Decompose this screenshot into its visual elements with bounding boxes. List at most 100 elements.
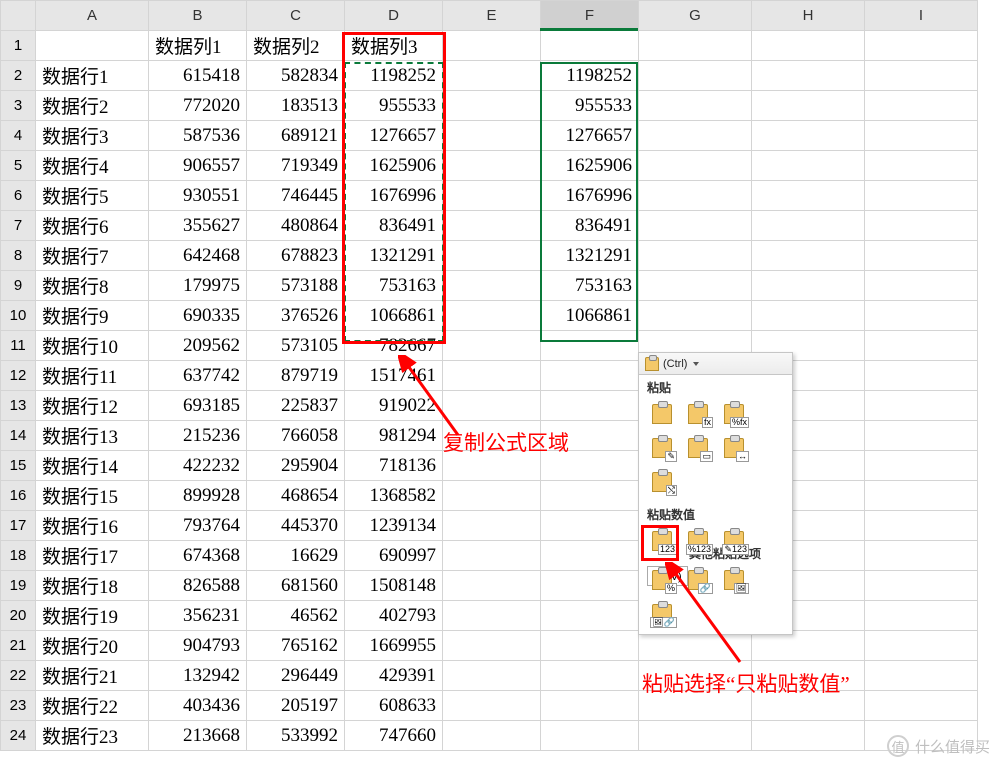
cell[interactable]: 215236: [149, 421, 246, 450]
cell[interactable]: 数据行16: [36, 511, 148, 540]
row-hdr[interactable]: 4: [1, 121, 36, 151]
cell[interactable]: 数据行12: [36, 391, 148, 420]
paste-values-icon[interactable]: 123: [647, 527, 677, 555]
cell[interactable]: [541, 601, 638, 630]
cell[interactable]: 836491: [345, 211, 442, 240]
cell[interactable]: 数据行10: [36, 331, 148, 360]
cell[interactable]: 587536: [149, 121, 246, 150]
cell[interactable]: 数据行15: [36, 481, 148, 510]
cell[interactable]: 693185: [149, 391, 246, 420]
cell[interactable]: 数据行5: [36, 181, 148, 210]
col-hdr-D[interactable]: D: [345, 1, 443, 31]
cell[interactable]: 772020: [149, 91, 246, 120]
paste-linked-picture-icon[interactable]: 🖼🔗: [647, 600, 677, 628]
cell[interactable]: [541, 691, 638, 720]
row-hdr[interactable]: 22: [1, 661, 36, 691]
cell[interactable]: 765162: [247, 631, 344, 660]
cell[interactable]: 826588: [149, 571, 246, 600]
cell[interactable]: 899928: [149, 481, 246, 510]
cell[interactable]: 296449: [247, 661, 344, 690]
cell[interactable]: 数据列1: [149, 31, 246, 60]
paste-values-fmt-icon[interactable]: ✎123: [719, 527, 749, 555]
row-hdr[interactable]: 12: [1, 361, 36, 391]
cell[interactable]: 753163: [541, 271, 638, 300]
cell[interactable]: 数据行6: [36, 211, 148, 240]
cell[interactable]: 数据行3: [36, 121, 148, 150]
col-hdr-E[interactable]: E: [443, 1, 541, 31]
col-hdr-F[interactable]: F: [541, 1, 639, 31]
row-hdr[interactable]: 10: [1, 301, 36, 331]
cell[interactable]: 1625906: [345, 151, 442, 180]
cell[interactable]: 879719: [247, 361, 344, 390]
cell[interactable]: 1625906: [541, 151, 638, 180]
cell[interactable]: 225837: [247, 391, 344, 420]
cell[interactable]: 445370: [247, 511, 344, 540]
row-hdr[interactable]: 18: [1, 541, 36, 571]
cell[interactable]: 930551: [149, 181, 246, 210]
cell[interactable]: 582834: [247, 61, 344, 90]
cell[interactable]: 1517461: [345, 361, 442, 390]
paste-keepsrc-icon[interactable]: ✎: [647, 434, 677, 462]
cell[interactable]: 179975: [149, 271, 246, 300]
cell[interactable]: 1669955: [345, 631, 442, 660]
cell[interactable]: 753163: [345, 271, 442, 300]
cell[interactable]: 数据行2: [36, 91, 148, 120]
cell[interactable]: 782667: [345, 331, 442, 360]
cell[interactable]: 16629: [247, 541, 344, 570]
cell[interactable]: 403436: [149, 691, 246, 720]
cell[interactable]: 1276657: [541, 121, 638, 150]
row-hdr[interactable]: 8: [1, 241, 36, 271]
cell[interactable]: 295904: [247, 451, 344, 480]
row-hdr[interactable]: 13: [1, 391, 36, 421]
cell[interactable]: 637742: [149, 361, 246, 390]
row-hdr[interactable]: 5: [1, 151, 36, 181]
cell[interactable]: 1508148: [345, 571, 442, 600]
cell[interactable]: 数据行22: [36, 691, 148, 720]
cell[interactable]: 132942: [149, 661, 246, 690]
cell[interactable]: 数据行18: [36, 571, 148, 600]
cell[interactable]: [541, 631, 638, 660]
cell[interactable]: 919022: [345, 391, 442, 420]
cell[interactable]: 1368582: [345, 481, 442, 510]
corner-cell[interactable]: [1, 1, 36, 31]
cell[interactable]: 数据行17: [36, 541, 148, 570]
row-hdr[interactable]: 20: [1, 601, 36, 631]
cell[interactable]: 355627: [149, 211, 246, 240]
spreadsheet-grid[interactable]: A B C D E F G H I 1数据列1数据列2数据列32数据行16154…: [0, 0, 978, 751]
cell[interactable]: 1321291: [541, 241, 638, 270]
paste-colwidth-icon[interactable]: ↔: [719, 434, 749, 462]
cell[interactable]: 981294: [345, 421, 442, 450]
row-hdr[interactable]: 19: [1, 571, 36, 601]
cell[interactable]: 1066861: [541, 301, 638, 330]
cell[interactable]: [541, 391, 638, 420]
row-hdr[interactable]: 3: [1, 91, 36, 121]
cell[interactable]: 数据行4: [36, 151, 148, 180]
cell[interactable]: 955533: [345, 91, 442, 120]
cell[interactable]: 205197: [247, 691, 344, 720]
paste-fx-icon[interactable]: fx: [683, 400, 713, 428]
cell[interactable]: [541, 481, 638, 510]
cell[interactable]: 数据行23: [36, 721, 148, 750]
cell[interactable]: 1198252: [345, 61, 442, 90]
row-hdr[interactable]: 1: [1, 31, 36, 61]
row-hdr[interactable]: 7: [1, 211, 36, 241]
cell[interactable]: 数据行19: [36, 601, 148, 630]
cell[interactable]: 480864: [247, 211, 344, 240]
paste-options-menu[interactable]: (Ctrl) 粘贴 fx %fx ✎ ▭ ↔ ⤭ 粘贴数值 123 %123 ✎…: [638, 352, 793, 635]
col-hdr-G[interactable]: G: [639, 1, 752, 31]
row-hdr[interactable]: 14: [1, 421, 36, 451]
paste-menu-header[interactable]: (Ctrl): [639, 353, 792, 375]
cell[interactable]: 429391: [345, 661, 442, 690]
cell[interactable]: 747660: [345, 721, 442, 750]
cell[interactable]: 数据列3: [345, 31, 442, 60]
cell[interactable]: 573105: [247, 331, 344, 360]
cell[interactable]: 573188: [247, 271, 344, 300]
col-hdr-A[interactable]: A: [36, 1, 149, 31]
row-hdr[interactable]: 24: [1, 721, 36, 751]
cell[interactable]: 678823: [247, 241, 344, 270]
row-hdr[interactable]: 15: [1, 451, 36, 481]
cell[interactable]: 793764: [149, 511, 246, 540]
cell[interactable]: 数据行11: [36, 361, 148, 390]
cell[interactable]: 209562: [149, 331, 246, 360]
cell[interactable]: 数据行20: [36, 631, 148, 660]
